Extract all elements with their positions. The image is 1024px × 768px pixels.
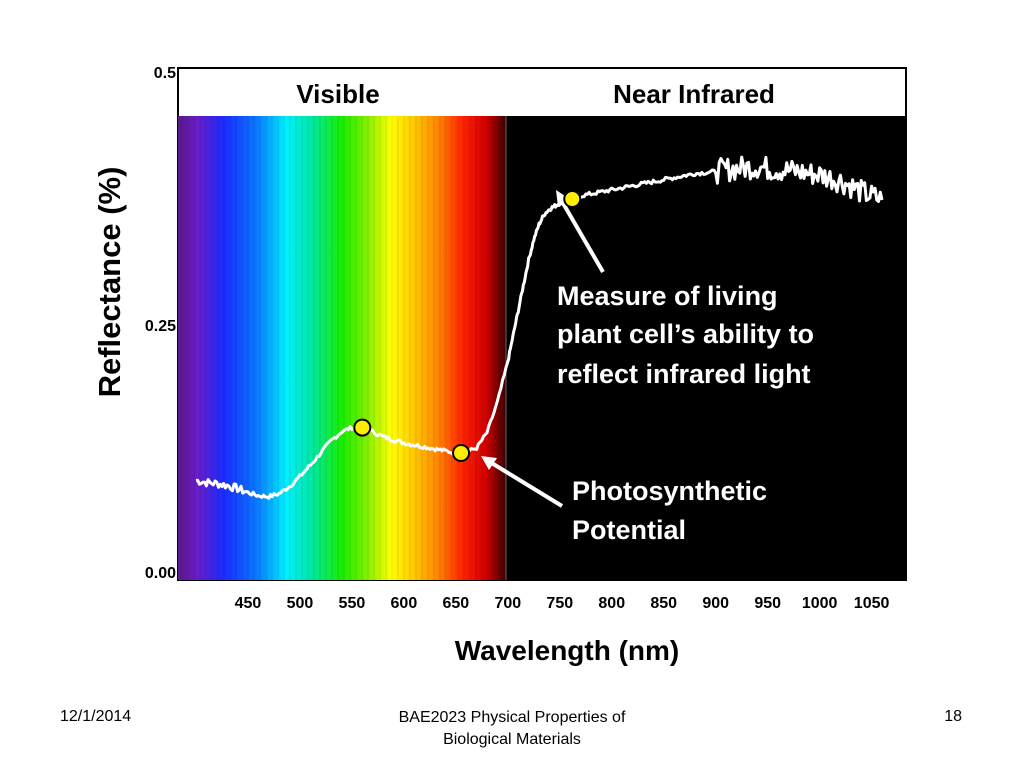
photosynthetic-annotation-line: Photosynthetic xyxy=(572,476,767,506)
nir-annotation: Measure of living plant cell’s ability t… xyxy=(557,281,822,389)
nir-annotation-line: reflect infrared light xyxy=(557,359,811,389)
y-tick-label: 0.00 xyxy=(145,565,176,582)
x-axis-label: Wavelength (nm) xyxy=(455,635,680,666)
photosynthetic-annotation: Photosynthetic Potential xyxy=(572,476,775,545)
reflectance-curve xyxy=(195,155,884,500)
y-tick-label: 0.5 xyxy=(154,65,176,82)
x-tick-label: 900 xyxy=(702,595,729,612)
footer-title: BAE2023 Physical Properties of Biologica… xyxy=(332,707,692,751)
x-tick-label: 850 xyxy=(650,595,677,612)
photosynthetic-arrow-head xyxy=(481,456,497,470)
curve-marker xyxy=(353,418,372,437)
x-tick-label: 1050 xyxy=(854,595,890,612)
footer-date: 12/1/2014 xyxy=(60,708,132,725)
x-tick-label: 950 xyxy=(754,595,781,612)
nir-annotation-line: Measure of living xyxy=(557,281,778,311)
page-number: 18 xyxy=(944,708,962,725)
footer-title-line: BAE2023 Physical Properties of xyxy=(398,709,626,726)
y-axis-label: Reflectance (%) xyxy=(92,167,127,398)
x-tick-label: 600 xyxy=(391,595,418,612)
photosynthetic-annotation-arrow xyxy=(488,460,564,508)
x-tick-label: 1000 xyxy=(802,595,838,612)
y-tick-label: 0.25 xyxy=(145,318,176,335)
nir-annotation-line: plant cell’s ability to xyxy=(557,319,814,349)
visible-spectrum-band xyxy=(178,116,506,580)
photosynthetic-annotation-line: Potential xyxy=(572,515,686,545)
x-tick-labels: 450 500 550 600 650 700 750 800 850 900 950 1000 105… xyxy=(235,595,890,612)
x-tick-label: 550 xyxy=(339,595,366,612)
x-tick-label: 800 xyxy=(598,595,625,612)
x-tick-label: 450 xyxy=(235,595,262,612)
curve-markers xyxy=(353,190,582,462)
x-tick-label: 700 xyxy=(494,595,521,612)
near-infrared-region-label: Near Infrared xyxy=(613,79,775,109)
x-tick-label: 750 xyxy=(546,595,573,612)
x-tick-label: 500 xyxy=(287,595,314,612)
footer-title-line: Biological Materials xyxy=(443,731,581,748)
x-tick-label: 650 xyxy=(442,595,469,612)
curve-marker xyxy=(563,190,582,208)
visible-region-label: Visible xyxy=(296,79,379,109)
nir-annotation-arrow xyxy=(558,196,605,274)
curve-marker xyxy=(452,444,471,462)
spectrum-band-lines xyxy=(181,116,501,580)
